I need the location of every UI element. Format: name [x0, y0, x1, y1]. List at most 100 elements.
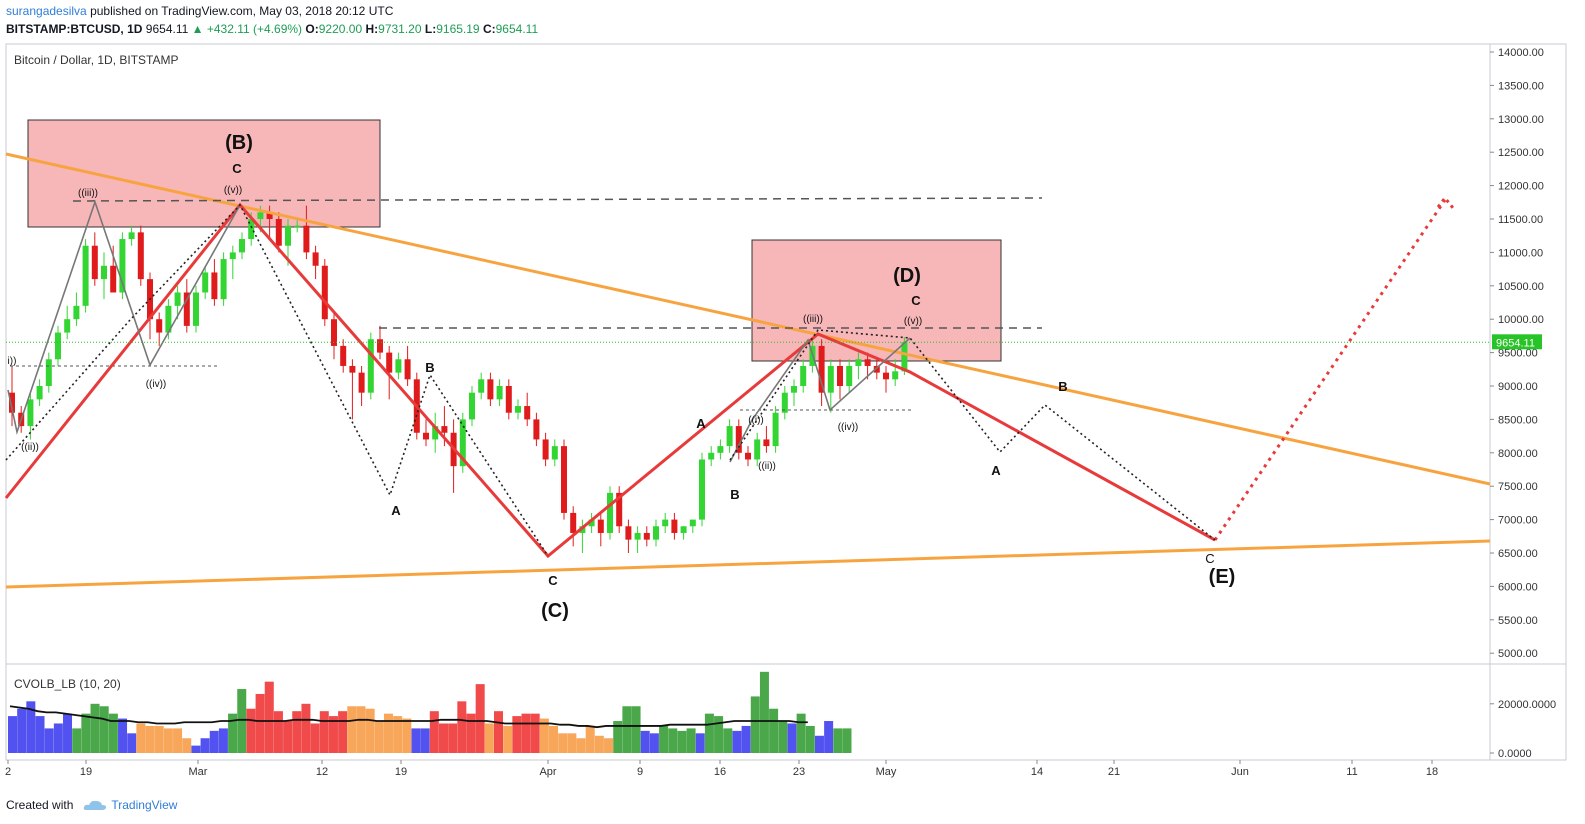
candle-body	[128, 232, 135, 240]
volume-bar	[255, 693, 265, 753]
abc-wave-d	[729, 329, 1216, 541]
volume-bar	[677, 730, 687, 753]
candle-body	[735, 426, 742, 453]
volume-bar	[512, 716, 522, 753]
x-tick-label: May	[876, 766, 897, 778]
y-tick-label: 9500.00	[1498, 348, 1538, 360]
volume-bar	[750, 696, 760, 753]
candle-body	[551, 446, 558, 460]
candle-body	[772, 412, 779, 447]
subwave-b	[7, 199, 241, 436]
volume-bar	[228, 713, 238, 753]
candle-body	[73, 305, 80, 320]
volume-bar	[338, 711, 348, 753]
candle-body	[321, 265, 328, 320]
volume-bar	[805, 725, 815, 753]
volume-bar	[631, 706, 641, 753]
candle-body	[883, 372, 889, 380]
volume-bar	[640, 730, 650, 753]
volume-bar	[704, 713, 714, 753]
x-tick-label: Apr	[539, 766, 556, 778]
y-tick-label: 6000.00	[1498, 581, 1538, 593]
candle-body	[36, 386, 43, 400]
wave-label: ((ii))	[758, 461, 776, 472]
candle-body	[55, 332, 61, 360]
volume-bar	[127, 733, 137, 753]
candle-body	[515, 406, 521, 413]
candle-body	[781, 392, 788, 413]
volume-bar	[549, 725, 559, 753]
candle-body	[699, 459, 705, 520]
volume-ma-line	[9, 705, 808, 729]
wave-label: (E)	[1209, 566, 1236, 588]
candle-body	[726, 426, 733, 447]
wave-label: ((iv))	[146, 379, 167, 390]
candle-body	[800, 365, 807, 386]
volume-bar	[108, 713, 118, 753]
candle-body	[9, 392, 15, 413]
candle-body	[340, 345, 347, 366]
candle-body	[570, 512, 577, 533]
price-axis: 14000.00 13500.00 13000.00 12500.00 12000.00…	[6, 47, 1544, 660]
wave-red	[4, 202, 1216, 559]
candle-body	[892, 371, 899, 380]
tradingview-cloud-icon	[84, 800, 107, 810]
x-tick-label: Jun	[1231, 766, 1249, 778]
candle-body	[478, 379, 485, 393]
volume-bar	[420, 728, 430, 753]
volume-bar	[273, 711, 283, 753]
candle-body	[229, 252, 236, 260]
candle-body	[239, 239, 245, 253]
candle-body	[607, 492, 613, 533]
wave-label: C	[911, 293, 921, 308]
candle-body	[285, 225, 291, 246]
candle-body	[27, 399, 34, 427]
zone-d	[751, 239, 1002, 362]
candle-body	[183, 292, 190, 326]
wave-label: ((iii))	[803, 314, 823, 325]
candle-body	[754, 439, 761, 460]
volume-bar	[209, 730, 219, 753]
author-link[interactable]: surangadesilva	[6, 4, 87, 18]
candle-body	[367, 339, 374, 393]
candle-body	[542, 439, 549, 460]
symbol-line: BITSTAMP:BTCUSD, 1D 9654.11 ▲ +432.11 (+…	[6, 22, 538, 36]
volume-bar	[374, 721, 384, 753]
volume-bar	[649, 733, 659, 753]
volume-bar	[35, 716, 45, 753]
volume-bar	[842, 728, 852, 753]
volume-bar	[769, 708, 779, 753]
candle-body	[837, 365, 843, 386]
y-tick-label: 6500.00	[1498, 548, 1538, 560]
x-tick-label: 14	[1031, 766, 1043, 778]
volume-bar	[310, 723, 320, 753]
volume-bar	[154, 725, 164, 753]
candle-body	[680, 526, 687, 533]
candle-body	[404, 359, 411, 380]
candle-body	[275, 219, 282, 246]
tradingview-brand[interactable]: TradingView	[111, 798, 178, 812]
candle-body	[358, 372, 365, 393]
volume-bar	[26, 701, 36, 753]
volume-bar	[457, 701, 467, 753]
volume-bar	[539, 718, 549, 753]
x-tick-label: 9	[637, 766, 643, 778]
wave-label: B	[730, 487, 739, 502]
candle-body	[653, 526, 659, 540]
x-tick-label: 12	[316, 766, 328, 778]
ohlc-close: C:9654.11	[482, 22, 539, 36]
change-up-icon: ▲	[191, 22, 204, 36]
volume-bar	[833, 728, 843, 753]
volume-bar	[200, 738, 210, 753]
volume-bar	[283, 721, 293, 753]
candle-body	[137, 232, 144, 280]
volume-bar	[292, 711, 302, 753]
volume-bar	[163, 728, 173, 753]
indicator-legend: CVOLB_LB (10, 20)	[14, 677, 121, 691]
abc-wave-b	[5, 203, 549, 557]
y-tick-label: 11000.00	[1498, 247, 1543, 259]
wave-label: C	[232, 161, 242, 176]
volume-bar	[530, 713, 540, 753]
last-price: 9654.11	[145, 22, 189, 36]
